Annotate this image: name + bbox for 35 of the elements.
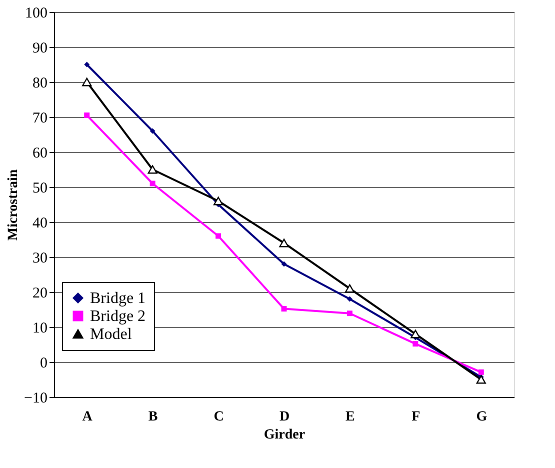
y-tick-label: 30 <box>32 250 48 266</box>
y-tick-label: 60 <box>32 146 48 162</box>
x-axis-title: Girder <box>264 428 306 442</box>
y-tick-label: −10 <box>24 390 48 406</box>
point <box>281 261 287 267</box>
y-tick-label: 80 <box>32 76 48 92</box>
x-tick-label: C <box>214 410 224 424</box>
point <box>478 369 484 375</box>
legend-label: Bridge 2 <box>90 308 146 325</box>
point <box>346 296 352 302</box>
y-tick-label: 90 <box>32 40 48 56</box>
point <box>150 128 156 134</box>
x-tick-label: F <box>412 410 420 424</box>
y-tick-label: 70 <box>32 110 48 126</box>
y-tick-label: 20 <box>32 286 48 302</box>
point <box>346 310 352 316</box>
x-tick-label: E <box>346 410 355 424</box>
y-tick-label: 50 <box>32 180 48 196</box>
point <box>84 62 90 68</box>
y-tick-label: 100 <box>25 6 48 22</box>
legend-label: Model <box>90 326 132 343</box>
y-axis-title: Microstrain <box>6 169 22 241</box>
x-tick-label: B <box>148 410 158 424</box>
x-tick-label: D <box>279 410 290 424</box>
point <box>412 341 418 347</box>
y-tick-label: 0 <box>40 356 48 372</box>
y-tick-label: 40 <box>32 216 48 232</box>
x-tick-label: G <box>476 410 488 424</box>
point <box>281 306 287 312</box>
x-tick-label: A <box>82 410 94 424</box>
legend-label: Bridge 1 <box>90 290 146 307</box>
y-tick-label: 10 <box>32 320 48 336</box>
point <box>84 112 90 118</box>
point <box>216 233 222 239</box>
point <box>150 180 156 186</box>
